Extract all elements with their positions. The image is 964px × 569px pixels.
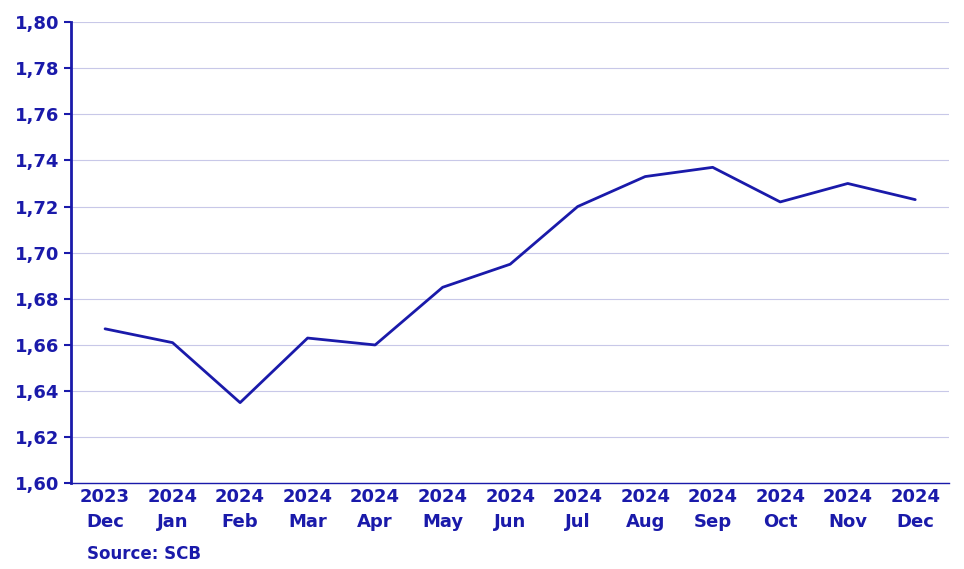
- Text: Source: SCB: Source: SCB: [87, 545, 201, 563]
